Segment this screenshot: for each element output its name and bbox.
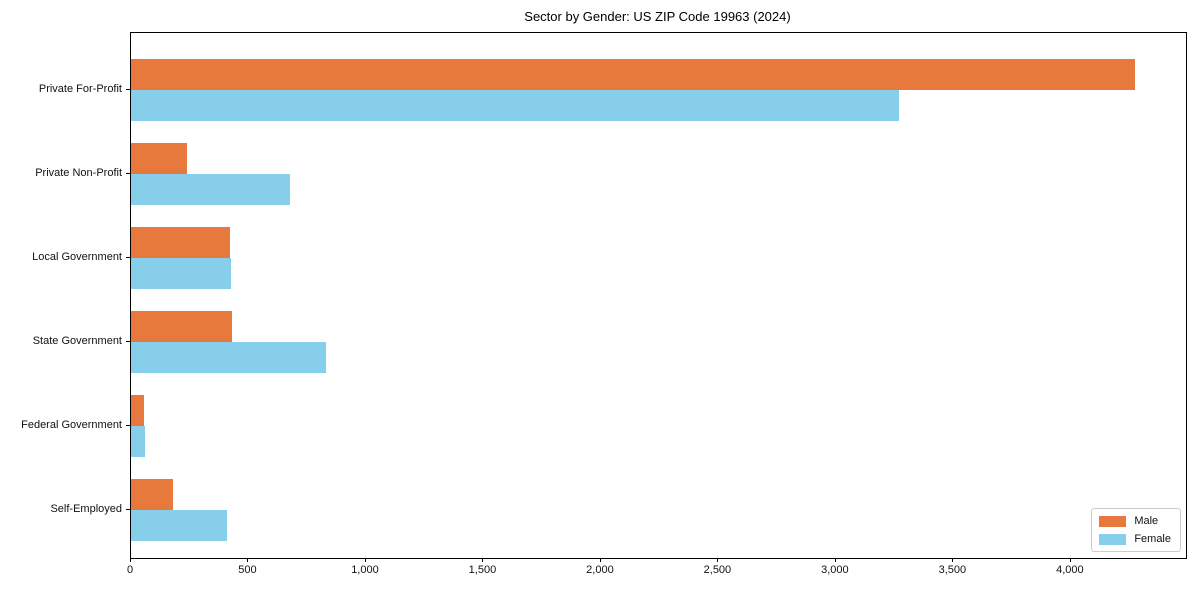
y-tick-mark: [126, 341, 130, 342]
y-tick-label: Self-Employed: [50, 503, 122, 515]
x-tick-mark: [599, 558, 601, 562]
plot-area: Male Female: [130, 32, 1187, 559]
bar-female-self-employed: [131, 510, 227, 541]
x-tick-mark: [952, 558, 954, 562]
x-tick-label: 1,000: [351, 564, 379, 576]
male-swatch-icon: [1099, 515, 1127, 527]
y-tick-label: State Government: [32, 335, 122, 347]
y-tick-label: Private Non-Profit: [35, 167, 122, 179]
chart-title: Sector by Gender: US ZIP Code 19963 (202…: [524, 9, 791, 24]
bar-male-private-for-profit: [131, 59, 1135, 90]
bar-female-private-non-profit: [131, 174, 290, 205]
bar-female-state-government: [131, 342, 326, 373]
x-tick-mark: [130, 558, 131, 562]
y-tick-mark: [126, 257, 130, 258]
x-tick-mark: [834, 558, 836, 562]
legend-item-female: Female: [1099, 533, 1171, 545]
bar-female-federal-government: [131, 426, 145, 457]
x-tick-mark: [1069, 558, 1071, 562]
y-tick-label: Federal Government: [21, 419, 122, 431]
x-tick-label: 1,500: [468, 564, 497, 576]
bar-male-federal-government: [131, 395, 144, 426]
x-tick-mark: [482, 558, 484, 562]
bar-male-local-government: [131, 227, 230, 258]
x-tick-label: 2,000: [586, 564, 614, 576]
bar-male-self-employed: [131, 479, 173, 510]
bar-female-local-government: [131, 258, 231, 289]
x-tick-label: 2,500: [703, 564, 732, 576]
bar-female-private-for-profit: [131, 90, 899, 121]
y-tick-mark: [126, 173, 130, 174]
y-tick-mark: [126, 509, 130, 510]
female-swatch-icon: [1099, 533, 1127, 545]
x-tick-label: 3,000: [821, 564, 849, 576]
y-tick-mark: [126, 425, 130, 426]
x-tick-mark: [364, 558, 366, 562]
x-tick-label: 4,000: [1056, 564, 1084, 576]
legend: Male Female: [1091, 508, 1181, 552]
legend-label-male: Male: [1134, 515, 1159, 527]
y-tick-label: Local Government: [32, 251, 122, 263]
y-tick-mark: [126, 89, 130, 90]
x-tick-label: 0: [126, 564, 134, 576]
y-tick-label: Private For-Profit: [38, 83, 122, 95]
legend-item-male: Male: [1099, 515, 1171, 527]
x-tick-mark: [247, 558, 249, 562]
x-tick-mark: [717, 558, 719, 562]
bar-male-private-non-profit: [131, 143, 187, 174]
x-tick-label: 500: [238, 564, 257, 576]
x-tick-label: 3,500: [938, 564, 967, 576]
bar-male-state-government: [131, 311, 232, 342]
legend-label-female: Female: [1134, 533, 1171, 545]
